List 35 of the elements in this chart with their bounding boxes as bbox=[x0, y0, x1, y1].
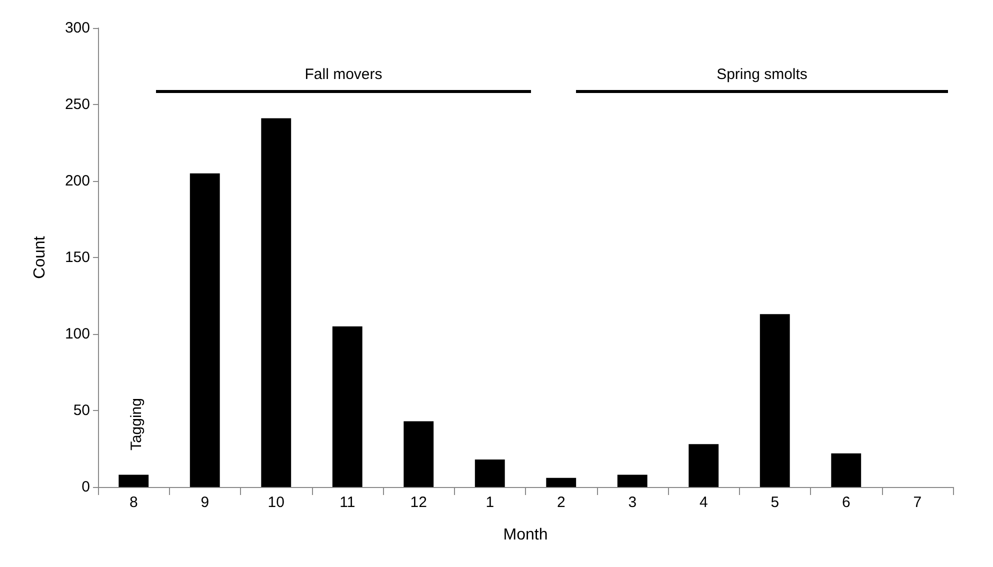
bar bbox=[617, 474, 648, 487]
x-tick-label: 7 bbox=[913, 494, 922, 511]
bar bbox=[831, 453, 862, 487]
x-tick-label: 11 bbox=[340, 494, 356, 511]
annotation: Tagging bbox=[128, 398, 145, 451]
bar bbox=[190, 173, 220, 487]
x-tick-label: 10 bbox=[268, 494, 284, 511]
bar bbox=[546, 478, 576, 487]
y-tick-label: 250 bbox=[64, 96, 90, 113]
x-tick-label: 6 bbox=[842, 494, 850, 511]
x-tick-label: 12 bbox=[410, 494, 427, 511]
y-tick-label: 200 bbox=[64, 172, 90, 190]
y-tick-label: 100 bbox=[64, 326, 90, 342]
x-tick-label: 2 bbox=[556, 494, 566, 511]
bar bbox=[118, 474, 149, 487]
bar bbox=[688, 444, 719, 487]
annotation: Spring smolts bbox=[716, 66, 808, 84]
y-tick-label: 50 bbox=[73, 402, 90, 419]
y-tick-label: 300 bbox=[64, 20, 90, 36]
x-tick-label: 3 bbox=[628, 494, 637, 511]
x-tick-label: 5 bbox=[770, 494, 780, 511]
y-axis-title: Count bbox=[32, 236, 48, 279]
bar bbox=[474, 459, 505, 487]
x-tick-label: 9 bbox=[200, 494, 210, 511]
x-axis-title: Month bbox=[503, 526, 548, 544]
bar bbox=[760, 314, 790, 487]
y-tick-label: 0 bbox=[82, 478, 90, 496]
bar bbox=[261, 118, 292, 487]
x-tick-label: 1 bbox=[486, 494, 494, 511]
bar bbox=[404, 421, 434, 487]
annotation: Fall movers bbox=[304, 66, 384, 84]
y-tick-label: 150 bbox=[64, 249, 90, 266]
x-tick-label: 4 bbox=[699, 494, 708, 511]
bar bbox=[332, 326, 362, 487]
x-tick-label: 8 bbox=[129, 494, 138, 511]
